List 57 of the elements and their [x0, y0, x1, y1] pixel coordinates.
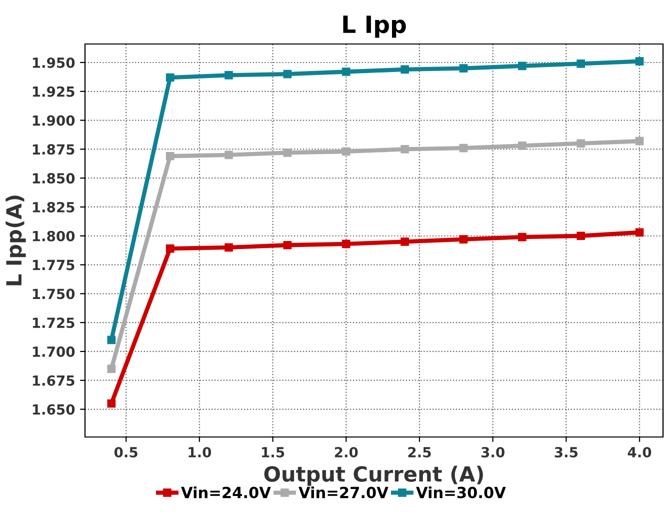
y-tick-label: 1.725 [32, 318, 74, 328]
legend-label: Vin=27.0V [298, 486, 388, 498]
point [400, 145, 409, 154]
point [166, 73, 174, 82]
legend-label: Vin=24.0V [181, 486, 271, 498]
point [400, 65, 409, 74]
x-tick-label: 3.5 [554, 446, 578, 458]
point [459, 235, 468, 244]
point [342, 68, 350, 76]
y-tick-label: 1.900 [32, 115, 75, 126]
point [518, 62, 526, 70]
point [518, 142, 526, 150]
x-tick-label: 2.5 [408, 446, 431, 458]
point [342, 240, 350, 248]
x-tick-label: 3.0 [481, 446, 504, 458]
point [283, 148, 292, 157]
point [576, 139, 586, 148]
point [283, 240, 292, 250]
y-tick-label: 1.850 [32, 173, 75, 184]
y-tick-label: 1.800 [32, 230, 75, 242]
chart-title: L Ipp [343, 16, 406, 38]
point [342, 147, 350, 156]
x-tick-label: 4.0 [628, 446, 652, 458]
point [518, 232, 526, 242]
x-tick-label: 1.5 [262, 447, 284, 458]
x-tick-label: 1.0 [188, 446, 212, 458]
x-tick-label: 2.0 [334, 446, 358, 458]
y-tick-label: 1.875 [32, 144, 74, 155]
x-tick-label: 0.5 [114, 446, 138, 458]
y-tick-label: 1.775 [32, 260, 74, 270]
point [400, 237, 409, 246]
point [107, 336, 116, 344]
point [166, 244, 174, 253]
point [459, 64, 468, 72]
y-tick-label: 1.925 [32, 86, 74, 97]
point [576, 232, 586, 240]
point [635, 228, 644, 237]
y-tick-label: 1.825 [32, 202, 74, 212]
point [107, 399, 116, 408]
point [283, 70, 292, 78]
point [224, 150, 233, 160]
y-axis-title: L Ipp(A) [6, 196, 26, 286]
y-tick-label: 1.700 [32, 346, 75, 357]
point [224, 243, 233, 252]
point [166, 152, 174, 160]
point [224, 71, 233, 80]
x-axis-title: Output Current (A) [264, 466, 483, 486]
point [107, 364, 116, 373]
point [635, 136, 644, 146]
y-tick-label: 1.750 [32, 288, 75, 300]
point [576, 59, 586, 68]
legend-label: Vin=30.0V [416, 486, 506, 498]
y-tick-label: 1.675 [32, 375, 74, 386]
point [635, 57, 644, 66]
y-tick-label: 1.950 [32, 57, 75, 68]
y-tick-label: 1.650 [32, 404, 75, 415]
point [459, 144, 468, 152]
